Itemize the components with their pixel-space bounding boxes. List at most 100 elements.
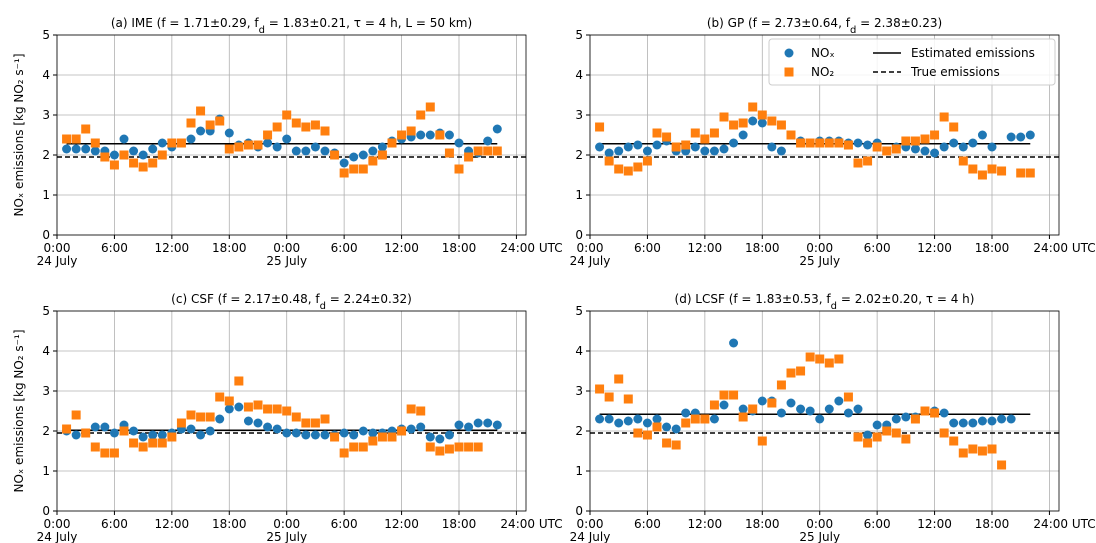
y-tick-label: 3	[42, 384, 50, 398]
x-tick-label: 0:00 25 July	[799, 517, 840, 543]
no2-point	[138, 162, 148, 172]
no2-point	[652, 128, 662, 138]
nox-point	[90, 146, 100, 156]
x-tick-label: 24:00 UTC	[500, 517, 562, 531]
no2-point	[968, 164, 978, 174]
x-tick-label: 12:00	[384, 517, 419, 531]
nox-point	[464, 422, 474, 432]
no2-point	[796, 366, 806, 376]
nox-point	[138, 150, 148, 160]
no2-point	[872, 432, 882, 442]
no2-point	[786, 130, 796, 140]
no2-point	[633, 162, 643, 172]
nox-point	[709, 146, 719, 156]
nox-point	[253, 418, 263, 428]
nox-point	[1006, 132, 1016, 142]
y-tick-label: 4	[575, 344, 583, 358]
nox-point	[642, 146, 652, 156]
x-tick-label: 6:00	[101, 241, 128, 255]
y-tick-label: 1	[575, 188, 583, 202]
plot-frame	[589, 34, 1060, 236]
x-tick-label: 18:00	[975, 241, 1010, 255]
x-tick-label: 0:00 25 July	[266, 517, 307, 543]
y-tick-label: 3	[42, 108, 50, 122]
no2-point	[377, 150, 387, 160]
nox-point	[614, 418, 624, 428]
x-tick-label: 0:00 24 July	[37, 517, 78, 543]
no2-point	[176, 138, 186, 148]
no2-point	[129, 158, 139, 168]
no2-point	[901, 136, 911, 146]
y-axis-label: NOₓ emissions [kg NO₂ s⁻¹]	[12, 329, 26, 492]
nox-point	[339, 428, 349, 438]
no2-point	[920, 134, 930, 144]
no2-point	[81, 428, 91, 438]
y-tick-label: 2	[42, 148, 50, 162]
no2-point	[709, 400, 719, 410]
nox-point	[129, 146, 139, 156]
nox-point	[604, 414, 614, 424]
no2-point	[176, 418, 186, 428]
no2-point	[997, 460, 1007, 470]
no2-point	[224, 144, 234, 154]
no2-point	[157, 150, 167, 160]
y-tick-label: 5	[575, 28, 583, 42]
nox-point	[425, 130, 435, 140]
no2-point	[891, 144, 901, 154]
no2-point	[473, 146, 483, 156]
nox-point	[349, 152, 359, 162]
nox-point	[301, 146, 311, 156]
no2-point	[425, 102, 435, 112]
no2-point	[71, 134, 81, 144]
nox-point	[444, 430, 454, 440]
nox-point	[243, 416, 253, 426]
no2-point	[368, 436, 378, 446]
nox-point	[196, 126, 206, 136]
nox-point	[186, 134, 196, 144]
nox-point	[662, 422, 672, 432]
no2-point	[406, 126, 416, 136]
no2-point	[958, 156, 968, 166]
panel-title: (d) LCSF (f = 1.83±0.53, fd = 2.02±0.20,…	[675, 292, 975, 312]
no2-point	[397, 426, 407, 436]
nox-point	[977, 416, 987, 426]
nox-point	[633, 140, 643, 150]
no2-point	[882, 146, 892, 156]
x-tick-label: 24:00 UTC	[500, 241, 562, 255]
y-tick-label: 1	[42, 188, 50, 202]
nox-point	[282, 134, 292, 144]
nox-point	[757, 118, 767, 128]
x-tick-label: 12:00	[917, 241, 952, 255]
nox-point	[301, 430, 311, 440]
no2-point	[700, 414, 710, 424]
nox-point	[595, 142, 605, 152]
no2-point	[473, 442, 483, 452]
no2-point	[234, 376, 244, 386]
x-tick-label: 12:00	[917, 517, 952, 531]
no2-point	[310, 418, 320, 428]
no2-point	[464, 442, 474, 452]
nox-point	[987, 142, 997, 152]
nox-point	[483, 136, 493, 146]
x-tick-label: 6:00	[101, 517, 128, 531]
nox-point	[614, 146, 624, 156]
x-tick-label: 6:00	[331, 241, 358, 255]
legend-label: True emissions	[910, 65, 1000, 79]
nox-point	[719, 144, 729, 154]
nox-point	[623, 416, 633, 426]
x-tick-label: 18:00	[745, 241, 780, 255]
no2-point	[196, 106, 206, 116]
no2-point	[1025, 168, 1035, 178]
no2-point	[81, 124, 91, 134]
legend-box	[768, 38, 1056, 86]
panel: 0 1 2 3 4 5 0:00 24 July 6:00 12:00 18:00 0:00 25 Ju…	[570, 292, 1096, 543]
nox-point	[310, 430, 320, 440]
nox-point	[339, 158, 349, 168]
no2-point	[595, 122, 605, 132]
no2-point	[958, 448, 968, 458]
no2-point	[642, 430, 652, 440]
nox-point	[977, 130, 987, 140]
no2-point	[882, 426, 892, 436]
no2-point	[1016, 168, 1026, 178]
